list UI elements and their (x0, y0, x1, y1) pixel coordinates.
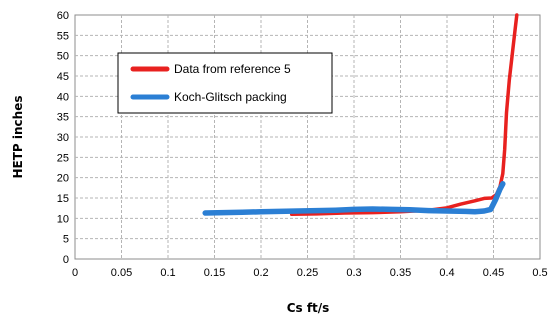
legend-label-koch-glitsch: Koch-Glitsch packing (174, 90, 287, 104)
y-tick-label: 20 (57, 173, 69, 185)
y-tick-label: 45 (57, 71, 69, 83)
data-series (202, 13, 519, 217)
y-tick-label: 5 (63, 234, 69, 246)
y-tick-label: 25 (57, 152, 69, 164)
x-tick-label: 0.15 (204, 267, 225, 279)
x-tick-label: 0.3 (346, 267, 361, 279)
x-axis-label: Cs ft/s (287, 301, 330, 315)
y-axis-ticks: 0 5 10 15 20 25 30 35 40 45 50 55 60 (57, 10, 69, 266)
legend-box (117, 52, 333, 114)
x-tick-label: 0.25 (297, 267, 318, 279)
y-axis-label: HETP inches (11, 96, 25, 179)
x-tick-label: 0 (72, 267, 78, 279)
x-axis-ticks: 0 0.05 0.1 0.15 0.2 0.25 0.3 0.35 0.4 0.45 0.5 (72, 267, 548, 279)
x-tick-label: 0.2 (253, 267, 268, 279)
x-tick-label: 0.5 (532, 267, 547, 279)
x-tick-label: 0.35 (390, 267, 411, 279)
y-tick-label: 55 (57, 30, 69, 42)
x-tick-label: 0.1 (160, 267, 175, 279)
y-tick-label: 50 (57, 51, 69, 63)
series-line-koch-glitsch (202, 181, 506, 216)
y-tick-label: 40 (57, 91, 69, 103)
y-tick-label: 0 (63, 254, 69, 266)
x-tick-label: 0.4 (439, 267, 454, 279)
y-tick-label: 60 (57, 10, 69, 22)
series-line-reference-5 (289, 13, 519, 217)
y-tick-label: 30 (57, 132, 69, 144)
x-tick-label: 0.05 (111, 267, 132, 279)
legend: Data from reference 5 Koch-Glitsch packi… (117, 52, 333, 114)
y-tick-label: 35 (57, 112, 69, 124)
legend-label-reference-5: Data from reference 5 (174, 62, 291, 76)
x-tick-label: 0.45 (483, 267, 504, 279)
y-tick-label: 10 (57, 213, 69, 225)
y-tick-label: 15 (57, 193, 69, 205)
